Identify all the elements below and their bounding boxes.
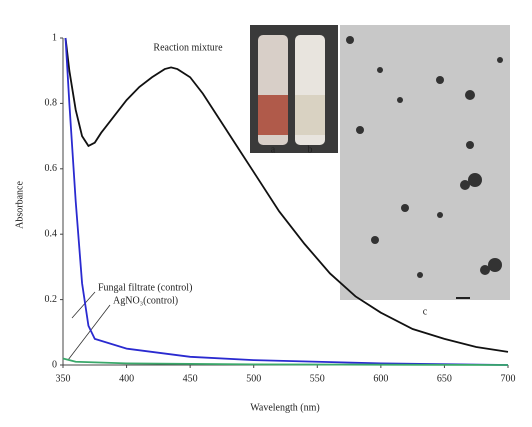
line-series bbox=[64, 37, 509, 353]
vial-a-liquid bbox=[258, 95, 288, 135]
tem-image bbox=[340, 25, 510, 300]
x-tick-label: 700 bbox=[501, 373, 516, 384]
y-tick-label: 0.8 bbox=[45, 98, 58, 109]
vial-b-liquid bbox=[295, 95, 325, 135]
tem-particles bbox=[346, 36, 503, 278]
x-tick-label: 600 bbox=[373, 373, 388, 384]
leader-line bbox=[67, 304, 111, 361]
x-axis-title: Wavelength (nm) bbox=[250, 402, 319, 413]
x-tick-label: 450 bbox=[183, 373, 198, 384]
leader-line bbox=[71, 291, 96, 319]
x-tick-label: 350 bbox=[56, 373, 71, 384]
series-label: AgNO₃(control) bbox=[113, 295, 178, 306]
series-label: Fungal filtrate (control) bbox=[98, 282, 192, 293]
y-tick-label: 0.2 bbox=[45, 294, 58, 305]
scale-bar bbox=[456, 297, 470, 299]
line-series bbox=[62, 357, 509, 366]
inset-label: b bbox=[308, 144, 313, 155]
x-tick-label: 650 bbox=[437, 373, 452, 384]
series-label: Reaction mixture bbox=[153, 42, 223, 53]
y-tick-label: 1 bbox=[52, 32, 57, 43]
y-tick-label: 0.6 bbox=[45, 163, 58, 174]
line-series bbox=[64, 37, 509, 366]
y-axis-title: Absorbance bbox=[14, 181, 25, 229]
x-tick-label: 550 bbox=[310, 373, 325, 384]
x-tick-label: 400 bbox=[119, 373, 134, 384]
y-tick-label: 0.4 bbox=[45, 228, 58, 239]
x-tick-label: 500 bbox=[246, 373, 261, 384]
inset-label: c bbox=[423, 306, 428, 317]
y-tick-label: 0 bbox=[52, 359, 57, 370]
inset-label: a bbox=[271, 144, 276, 155]
